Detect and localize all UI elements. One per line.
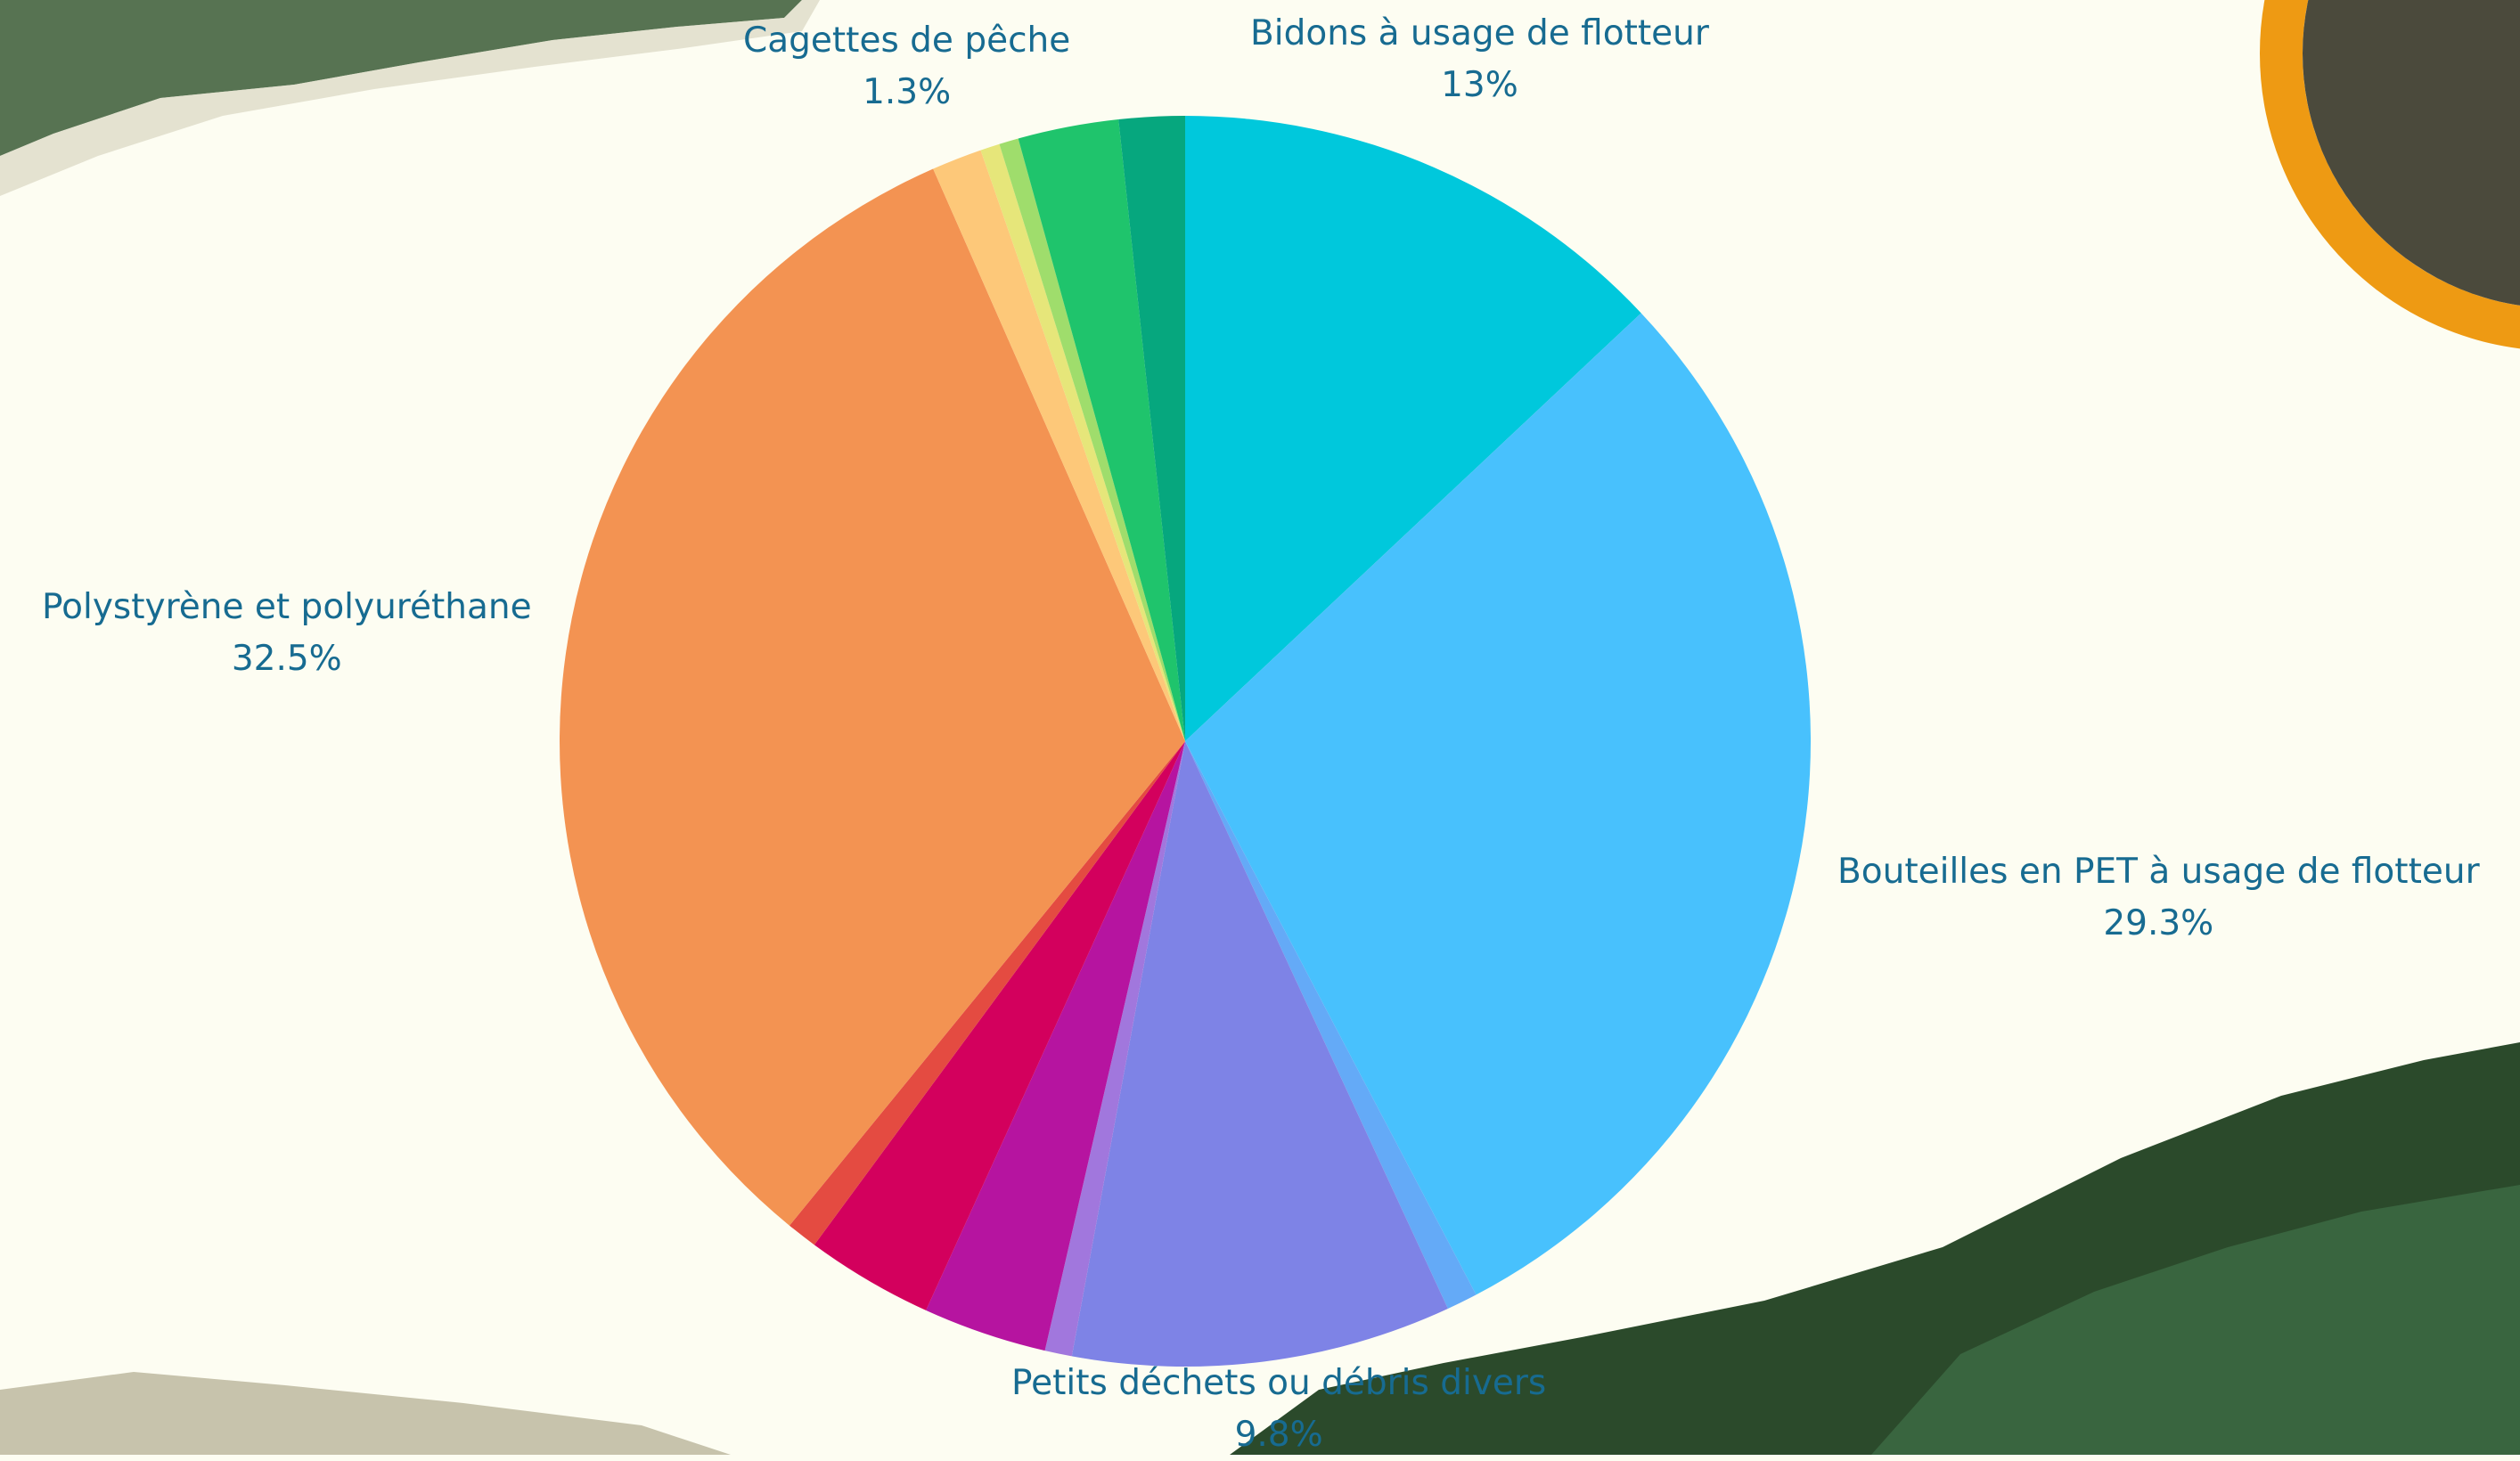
slice-label-name: Bidons à usage de flotteur xyxy=(1250,8,1709,60)
slice-label-name: Cagettes de pêche xyxy=(743,15,1070,67)
slice-label-value: 1.3% xyxy=(743,67,1070,118)
slice-label-name: Petits déchets ou débris divers xyxy=(1011,1358,1546,1409)
slice-label-name: Bouteilles en PET à usage de flotteur xyxy=(1837,846,2480,898)
top-right-photo xyxy=(2303,0,2520,308)
slice-label-12: Cagettes de pêche 1.3% xyxy=(743,15,1070,118)
bottom-left-sand xyxy=(0,1372,731,1455)
slice-label-0: Bidons à usage de flotteur 13% xyxy=(1250,8,1709,111)
slice-label-value: 13% xyxy=(1250,60,1709,111)
slice-label-1: Bouteilles en PET à usage de flotteur 29.… xyxy=(1837,846,2480,950)
slice-label-value: 9.8% xyxy=(1011,1409,1546,1461)
slice-label-8: Polystyrène et polyuréthane 32.5% xyxy=(42,582,532,685)
slice-label-3: Petits déchets ou débris divers 9.8% xyxy=(1011,1358,1546,1461)
pie-slices xyxy=(560,116,1811,1367)
slice-label-value: 32.5% xyxy=(42,633,532,685)
slice-label-value: 29.3% xyxy=(1837,898,2480,950)
slice-label-name: Polystyrène et polyuréthane xyxy=(42,582,532,633)
